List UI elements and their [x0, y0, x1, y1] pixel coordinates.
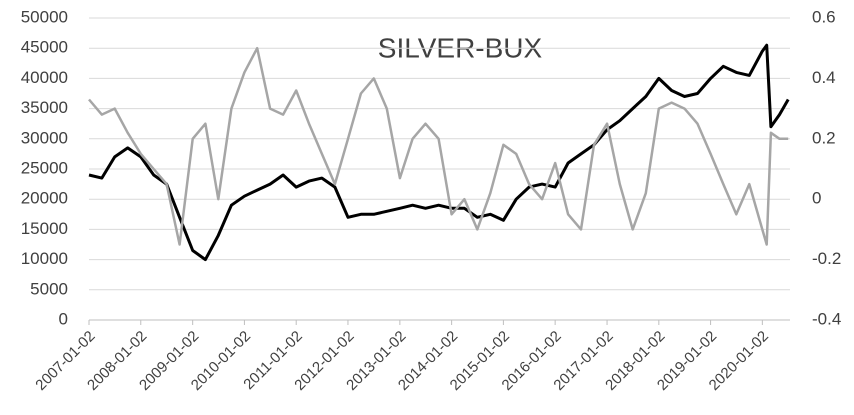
- y-tick-label: 20000: [21, 189, 68, 208]
- y-tick-label: 35000: [21, 98, 68, 117]
- y2-tick-label: -0.4: [812, 309, 841, 328]
- y2-tick-label: -0.2: [812, 249, 841, 268]
- y-tick-label: 45000: [21, 38, 68, 57]
- y-tick-label: 15000: [21, 219, 68, 238]
- y-tick-label: 0: [59, 309, 68, 328]
- y-tick-label: 25000: [21, 158, 68, 177]
- y-tick-label: 10000: [21, 249, 68, 268]
- y2-tick-label: 0: [812, 189, 821, 208]
- y-tick-label: 30000: [21, 128, 68, 147]
- y-tick-label: 50000: [21, 7, 68, 26]
- y2-tick-label: 0.4: [812, 68, 836, 87]
- y-tick-label: 40000: [21, 68, 68, 87]
- y-tick-label: 5000: [30, 279, 68, 298]
- series-line: [88, 46, 789, 246]
- y2-tick-label: 0.2: [812, 128, 836, 147]
- y2-tick-label: 0.6: [812, 7, 836, 26]
- series-line: [88, 43, 790, 262]
